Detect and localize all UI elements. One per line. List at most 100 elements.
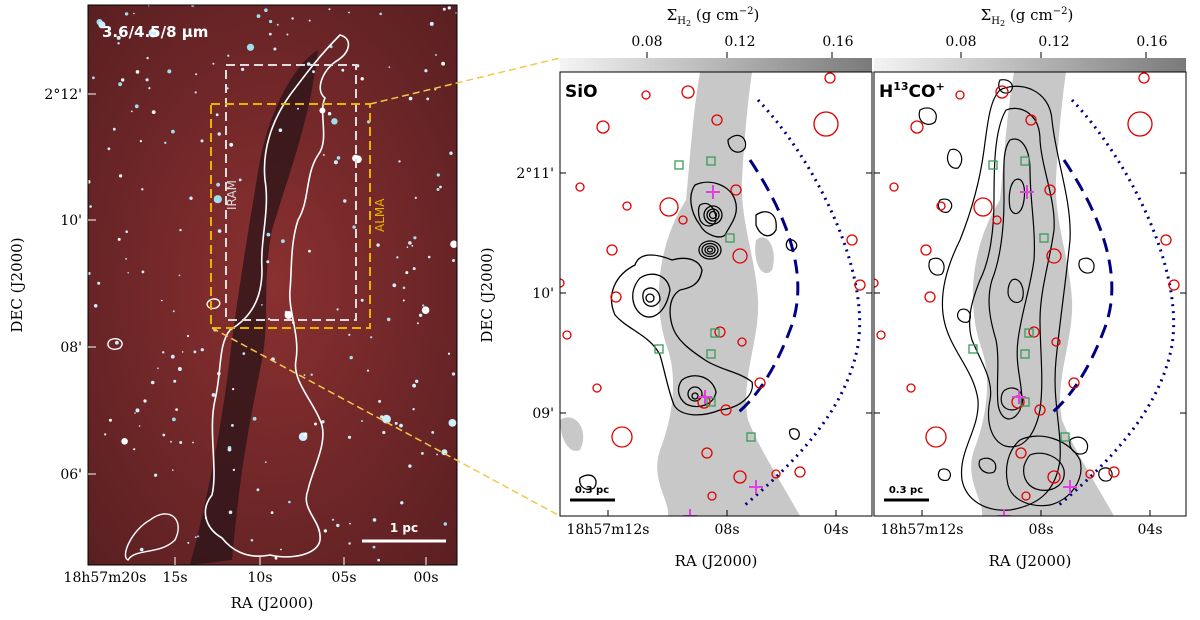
right-dec-tick-2: 09' — [532, 406, 554, 422]
source-circle — [1108, 466, 1120, 478]
star — [308, 249, 311, 253]
left-ylabel: DEC (J2000) — [8, 237, 26, 332]
star — [303, 374, 306, 376]
source-circle — [707, 491, 717, 501]
star — [372, 518, 377, 522]
star — [377, 558, 380, 562]
star — [386, 317, 391, 322]
star — [382, 430, 386, 435]
star — [232, 388, 235, 391]
star — [150, 380, 155, 385]
star — [323, 154, 325, 156]
star — [331, 518, 335, 521]
star — [215, 113, 219, 117]
star — [327, 112, 332, 116]
left-dec-tick-1: 10' — [60, 213, 82, 229]
source-circle — [606, 244, 618, 256]
left-ra-tick-0: 18h57m20s — [64, 570, 147, 586]
star — [97, 281, 101, 285]
source-square — [710, 328, 720, 338]
star — [125, 230, 128, 233]
star — [416, 322, 419, 325]
star — [415, 379, 419, 383]
star — [281, 239, 285, 244]
star — [212, 62, 215, 65]
scalebar-1pc-label: 1 pc — [390, 521, 418, 535]
star — [195, 73, 198, 76]
sio-bullseye-2 — [698, 240, 722, 260]
star — [323, 529, 327, 533]
star — [360, 298, 364, 302]
star — [139, 547, 144, 552]
ir-image — [88, 5, 457, 565]
star — [352, 154, 360, 162]
star — [276, 23, 279, 26]
h13co-dashed-arc — [1048, 159, 1114, 417]
star — [134, 412, 136, 414]
star — [192, 441, 194, 444]
star — [148, 28, 158, 38]
source-circle — [995, 85, 1009, 99]
star — [108, 418, 112, 422]
dark-filament — [190, 50, 318, 565]
colorbar-b — [874, 58, 1186, 72]
star — [378, 399, 382, 403]
star — [175, 408, 178, 411]
ra-a-tick-1: 08s — [715, 522, 740, 538]
star — [452, 259, 455, 262]
ra-b-tick-0: 18h57m12s — [881, 522, 964, 538]
iram-box — [225, 64, 357, 321]
star — [154, 473, 158, 477]
star — [372, 545, 376, 549]
star — [269, 19, 273, 24]
source-square — [725, 233, 735, 243]
star — [242, 352, 246, 355]
star — [273, 47, 277, 51]
star — [112, 127, 116, 131]
star — [402, 299, 405, 302]
left-dec-tick-0: 2°12' — [44, 87, 82, 103]
star — [186, 334, 190, 338]
source-circle — [1034, 404, 1046, 416]
star — [232, 468, 236, 472]
colorbar-a — [560, 58, 872, 72]
left-frame — [87, 4, 458, 566]
star — [228, 510, 233, 515]
star — [252, 416, 257, 421]
source-circle — [813, 111, 839, 137]
sio-contour-4 — [645, 293, 655, 303]
source-circle — [1028, 326, 1040, 338]
source-square — [674, 160, 684, 170]
source-circle — [610, 291, 622, 303]
source-circle — [794, 466, 806, 478]
source-circle — [824, 72, 836, 84]
source-square — [1024, 328, 1034, 338]
star — [370, 336, 373, 339]
source-square — [968, 344, 978, 354]
star — [145, 78, 149, 82]
source-circle — [936, 201, 946, 211]
sio-contour-8 — [690, 181, 737, 238]
star — [442, 7, 446, 11]
star — [376, 243, 380, 247]
star — [348, 333, 351, 336]
star — [274, 556, 278, 560]
source-circle — [681, 85, 695, 99]
star — [286, 33, 289, 36]
star — [394, 421, 398, 425]
sio-gray-filament — [657, 72, 800, 516]
sio-contour-2 — [632, 273, 671, 318]
star — [348, 11, 350, 14]
source-circle — [889, 182, 899, 192]
star — [127, 271, 129, 274]
star — [264, 8, 268, 12]
star — [349, 355, 353, 360]
star — [130, 110, 133, 113]
star — [246, 43, 255, 51]
star — [392, 283, 397, 288]
source-circle — [1138, 72, 1150, 84]
star — [435, 54, 437, 56]
source-circle — [737, 337, 747, 347]
star — [402, 286, 406, 290]
source-circle — [592, 383, 602, 393]
